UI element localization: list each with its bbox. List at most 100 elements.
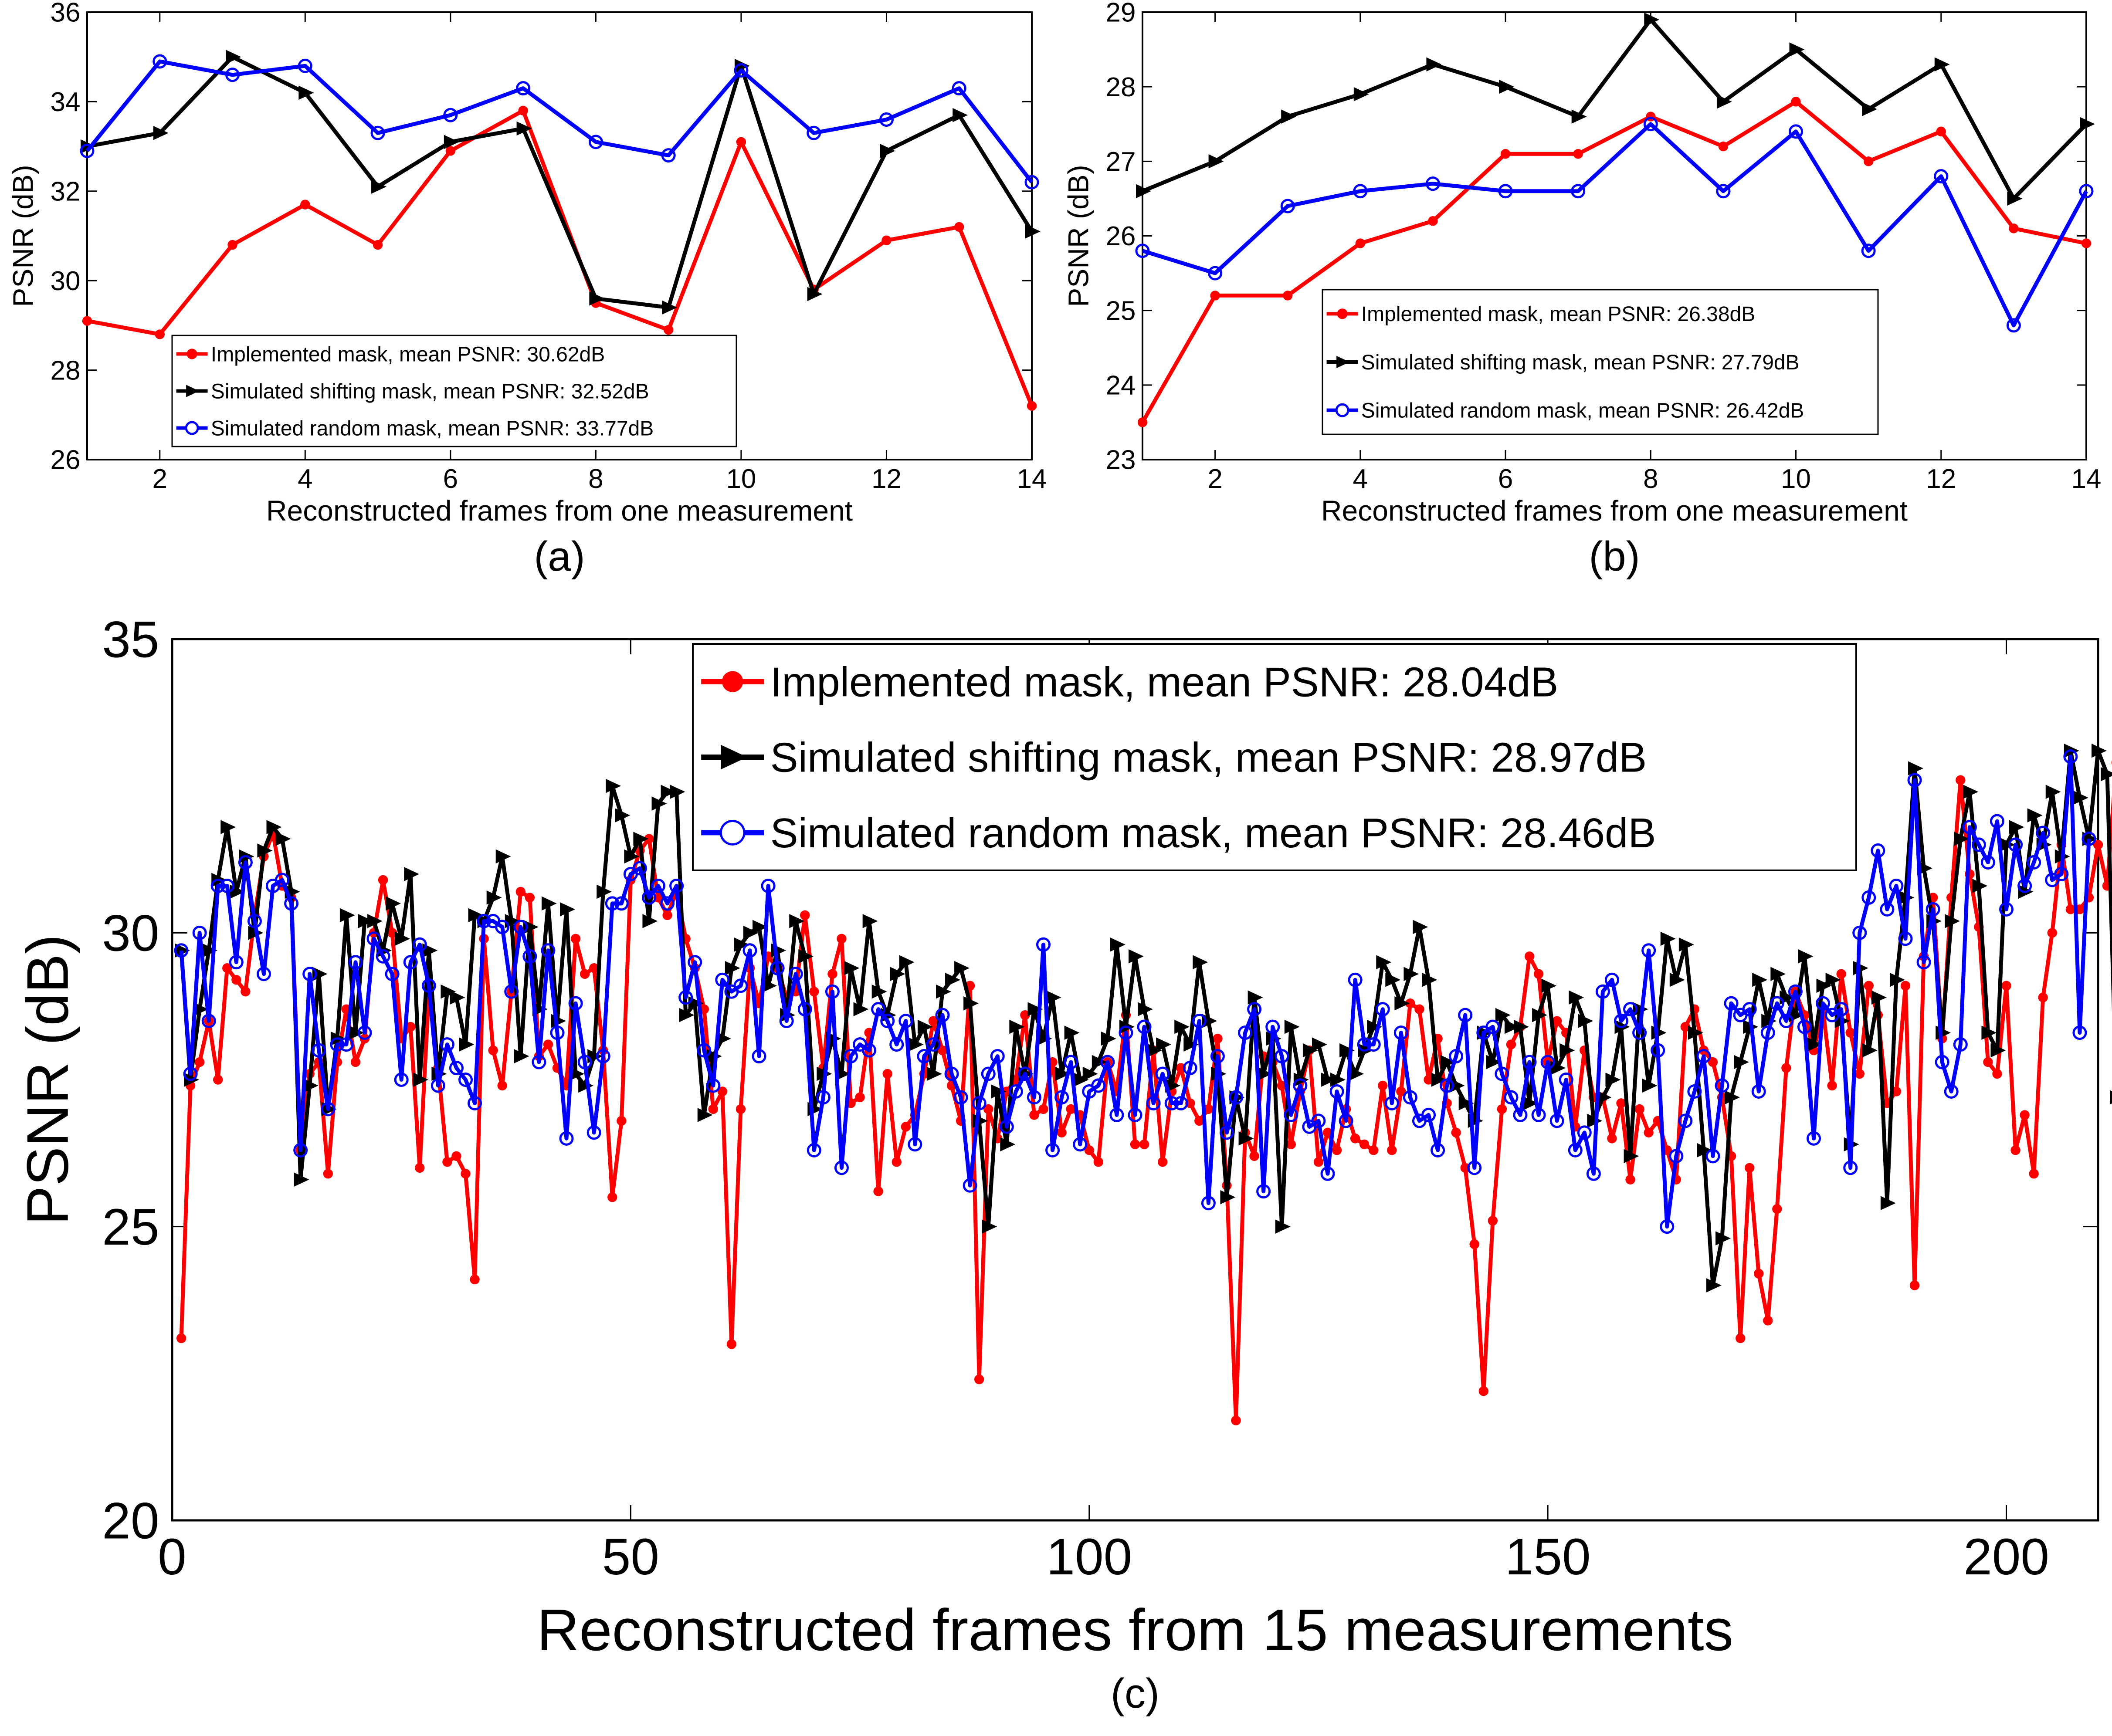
x-tick-label: 8 [588,464,603,494]
point-implemented [954,222,964,232]
point-shifting [1945,914,1960,928]
point-shifting [1385,972,1401,987]
point-random [1036,937,1051,952]
point-shifting [1908,761,1923,775]
point-implemented [1506,1039,1516,1049]
point-shifting [1880,1196,1896,1210]
point-shifting [312,967,328,981]
legend-entry-shifting: Simulated shifting mask, mean PSNR: 28.9… [701,734,1647,781]
point-random [844,1049,858,1064]
point-shifting [1321,1073,1336,1087]
point-shifting [2080,117,2095,132]
point-shifting [1064,1025,1080,1040]
point-random [550,1025,565,1040]
point-implemented [1634,1104,1644,1114]
point-shifting [1678,937,1694,952]
point-shifting [789,914,805,928]
point-implemented [1863,156,1874,166]
x-axis-label: Reconstructed frames from 15 measurement… [537,1597,1733,1663]
point-random [366,931,381,946]
point-random [614,896,629,911]
point-implemented [1735,1333,1746,1343]
point-implemented [1231,1415,1241,1425]
y-axis-label: PSNR (dB) [1062,165,1094,307]
point-implemented [82,316,92,326]
point-shifting [1156,1037,1172,1052]
point-implemented [1791,97,1801,107]
point-random [1128,1107,1142,1122]
point-shifting [1504,1019,1520,1034]
panel-label-c: (c) [1111,1670,1159,1717]
legend-entry-implemented: Implemented mask, mean PSNR: 30.62dB [176,343,605,366]
point-random [661,148,676,163]
point-random [440,1037,454,1052]
point-random [797,1002,812,1017]
point-random [952,81,966,96]
point-shifting [1413,920,1428,934]
chart-panel-c: 0 50 100 150 200 20 25 30 35 Implemented mask, m… [15,611,2112,1717]
point-random [1568,1143,1583,1157]
point-random [2079,184,2094,199]
point-shifting [2110,1090,2112,1105]
point-shifting [697,1108,713,1122]
legend-label-random: Simulated random mask, mean PSNR: 33.77d… [211,417,654,440]
point-implemented [983,1104,993,1114]
point-implemented [1744,1163,1755,1173]
point-shifting [1725,1090,1740,1105]
point-implemented [1524,951,1535,961]
point-random [1715,1078,1729,1093]
point-implemented [1414,1004,1424,1014]
point-implemented [644,834,654,844]
point-shifting [1055,1066,1071,1081]
x-tick-label: 50 [602,1528,659,1586]
point-implemented [1203,1104,1214,1114]
point-shifting [953,108,968,122]
point-random [669,878,684,893]
point-implemented [1210,291,1220,301]
point-random [1024,175,1039,190]
point-shifting [642,914,658,928]
point-shifting [1569,990,1584,1005]
point-shifting [294,1172,309,1187]
point-shifting [1101,1031,1116,1046]
point-random [1614,1014,1629,1029]
point-implemented [488,1045,498,1056]
point-random [1137,1019,1152,1034]
point-implemented [1992,1069,2002,1079]
point-random [1577,1125,1592,1140]
series-line-implemented [1141,99,2087,423]
point-implemented [470,1274,480,1285]
point-shifting [1330,1073,1346,1087]
point-implemented [451,1151,461,1161]
point-implemented [2093,839,2103,850]
point-shifting [1136,184,1151,199]
point-implemented [1497,1104,1507,1114]
point-shifting [1183,1037,1199,1052]
point-random [1651,1043,1665,1058]
y-tick-label: 25 [102,1198,159,1256]
point-implemented [518,105,528,116]
point-shifting [1248,990,1263,1005]
point-implemented [2009,223,2019,233]
point-shifting [1339,1043,1355,1058]
point-implemented [837,934,847,944]
point-shifting [753,920,768,934]
series-line-random [179,755,2091,1229]
point-random [1751,1084,1766,1099]
x-tick-label: 0 [158,1528,186,1586]
x-tick-label: 14 [2071,464,2102,494]
point-random [1280,199,1295,213]
x-tick-label: 6 [443,464,458,494]
point-random [1696,1049,1711,1064]
point-random [403,955,418,970]
legend-marker [186,385,200,397]
x-tick-label: 4 [298,464,312,494]
point-random [1485,1019,1500,1034]
point-random [210,878,225,893]
point-implemented [241,987,251,997]
point-implemented [570,934,581,944]
legend-label-implemented: Implemented mask, mean PSNR: 26.38dB [1361,303,1755,326]
point-implemented [323,1169,333,1179]
point-random [183,1066,198,1081]
point-implemented [1854,1069,1865,1079]
